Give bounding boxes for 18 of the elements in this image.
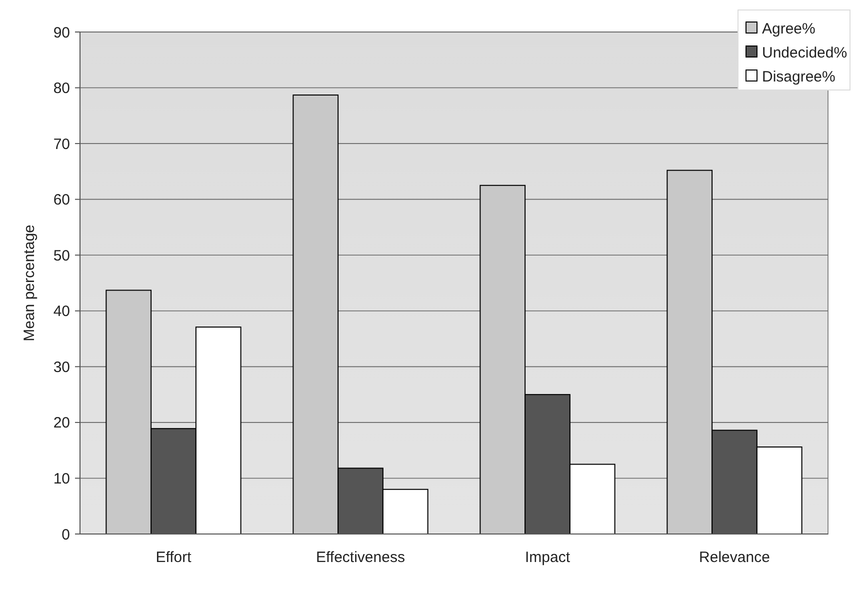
x-tick-label: Relevance [699,549,770,566]
y-tick-label: 60 [53,192,70,209]
legend-label: Undecided% [762,44,848,62]
x-tick-label: Impact [524,549,571,566]
y-tick-label: 80 [53,80,70,98]
y-tick-label: 90 [53,24,70,42]
y-tick-label: 20 [53,414,70,432]
y-tick-label: 50 [53,247,70,264]
y-tick-label: 30 [53,358,70,376]
x-tick-label: Effectiveness [316,549,405,566]
y-tick-label: 70 [53,136,70,153]
y-axis-title: Mean percentage [21,224,38,342]
legend-label: Disagree% [762,68,836,86]
y-tick-label: 10 [53,470,70,488]
y-tick-label: 0 [62,526,70,544]
y-tick-label: 40 [53,303,70,320]
x-tick-label: Effort [156,549,192,566]
legend-label: Agree% [762,20,816,38]
